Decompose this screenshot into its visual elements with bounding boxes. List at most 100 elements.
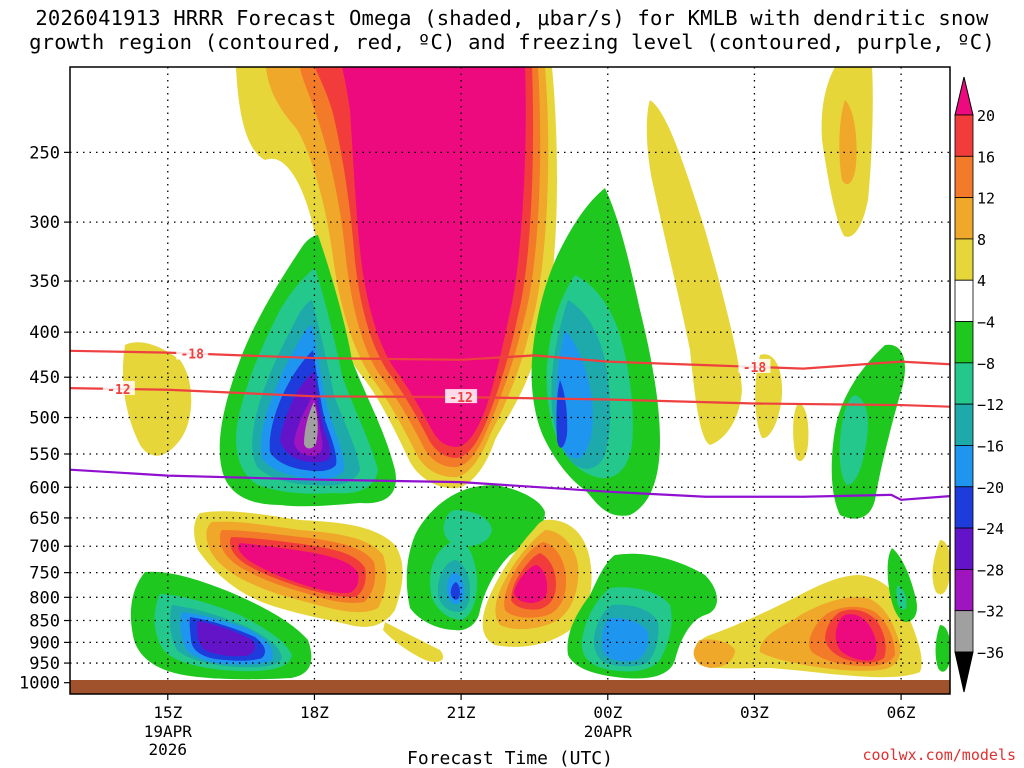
contour-label-dendritic-top: -18 — [743, 361, 767, 376]
y-tick-label: 900 — [29, 633, 60, 653]
x-tick-label: 18Z — [300, 703, 329, 722]
colorbar-bin — [954, 321, 974, 364]
plot-frame — [69, 66, 951, 695]
colorbar-bin — [954, 197, 974, 240]
omega-positive-small-1 — [755, 354, 783, 439]
contour-label-bg — [445, 389, 478, 404]
y-tick-label: 650 — [29, 509, 60, 529]
y-tick-label: 1000 — [19, 674, 60, 694]
omega-positive-low-tail — [383, 622, 444, 662]
omega-negative-far-right-1 — [887, 548, 917, 622]
colorbar-label: −28 — [977, 561, 1004, 579]
contour-freezing-level — [70, 468, 950, 501]
colorbar-label: 4 — [977, 272, 986, 290]
contour-label-dendritic-top: -18 — [180, 348, 204, 363]
x-tick-label: 03Z — [740, 703, 769, 722]
contour-label-bg — [176, 345, 209, 360]
omega-shading — [122, 67, 950, 680]
omega-negative-far-right-1b — [896, 585, 907, 610]
contour-label-bg — [738, 358, 771, 373]
colorbar-bin — [954, 362, 974, 405]
omega-positive-low-20 — [238, 543, 359, 594]
omega-negative-lowmid-20 — [450, 582, 460, 600]
y-tick-label: 550 — [29, 445, 60, 465]
y-tick-label: 400 — [29, 323, 60, 343]
omega-positive-lowright-20 — [835, 614, 877, 661]
colorbar: 20 16 12 8 4 −4 −8 −12 −16 −20 −24 −28 −32 −36 — [954, 76, 1004, 693]
colorbar-label: −24 — [977, 520, 1004, 538]
colorbar-bin — [954, 279, 974, 322]
omega-negative-left-32 — [304, 402, 318, 449]
omega-negative-mid-20 — [556, 380, 568, 448]
colorbar-label: 12 — [977, 190, 995, 208]
contour-dendritic-bottom — [70, 387, 950, 408]
omega-positive-left — [122, 342, 192, 456]
x-tick-year: 2026 — [149, 740, 188, 759]
colorbar-bin — [954, 527, 974, 570]
colorbar-bin — [954, 486, 974, 529]
colorbar-bin — [954, 114, 974, 157]
x-tick-label: 00Z — [593, 703, 622, 722]
omega-positive-upper-right — [646, 100, 742, 445]
omega-negative-lowright-16 — [601, 617, 649, 662]
colorbar-bin — [954, 610, 974, 653]
x-axis-label: Forecast Time (UTC) — [407, 748, 613, 768]
x-tick-label: 15Z — [153, 703, 182, 722]
y-tick-label: 300 — [29, 213, 60, 233]
y-tick-label: 950 — [29, 654, 60, 674]
y-tick-label: 500 — [29, 409, 60, 429]
omega-positive-upper-right-2b — [839, 100, 857, 185]
title-line-1: 2026041913 HRRR Forecast Omega (shaded, … — [35, 6, 989, 30]
omega-positive-far-right — [932, 540, 950, 595]
x-tick-date: 19APR — [144, 722, 193, 741]
contour-label-dendritic-bottom: -12 — [107, 383, 130, 398]
x-tick-date: 20APR — [584, 722, 633, 741]
colorbar-top-arrow — [954, 76, 974, 116]
y-tick-label: 250 — [29, 143, 60, 163]
colorbar-label: −20 — [977, 479, 1004, 497]
contour-label-dendritic-bottom: -12 — [449, 391, 472, 406]
colorbar-label: 20 — [977, 107, 995, 125]
x-tick-label: 06Z — [887, 703, 916, 722]
contour-label-bg — [102, 380, 135, 395]
omega-positive-small-2 — [793, 404, 809, 462]
chart-title: 2026041913 HRRR Forecast Omega (shaded, … — [0, 6, 1024, 54]
colorbar-bin — [954, 568, 974, 612]
y-tick-label: 750 — [29, 564, 60, 584]
y-tick-label: 350 — [29, 272, 60, 292]
gridlines — [70, 67, 950, 680]
colorbar-bin — [954, 155, 974, 199]
y-tick-label: 600 — [29, 478, 60, 498]
omega-negative-far-right-2 — [935, 625, 950, 672]
colorbar-label: −36 — [977, 644, 1004, 662]
colorbar-bin — [954, 445, 974, 488]
omega-negative-lowmid-upper — [443, 510, 492, 547]
y-tick-label: 850 — [29, 612, 60, 632]
contour-labels: -18 -18 -12 -12 — [102, 345, 771, 406]
contour-lines — [70, 349, 950, 501]
colorbar-label: 8 — [977, 231, 986, 249]
omega-positive-lowright-left — [693, 639, 735, 668]
y-tick-label: 450 — [29, 368, 60, 388]
omega-positive-top-20 — [342, 67, 526, 447]
colorbar-bottom-arrow — [954, 651, 974, 693]
surface-ground — [70, 680, 950, 694]
y-tick-label: 800 — [29, 588, 60, 608]
colorbar-label: −12 — [977, 396, 1004, 414]
y-axis: 2503003504004505005506006507007508008509… — [19, 143, 70, 694]
contour-dendritic-top — [70, 349, 950, 370]
omega-negative-right-8 — [839, 395, 868, 485]
colorbar-label: 16 — [977, 148, 995, 166]
watermark: coolwx.com/models — [862, 746, 1016, 764]
y-tick-label: 700 — [29, 537, 60, 557]
colorbar-label: −4 — [977, 314, 995, 332]
colorbar-label: −32 — [977, 603, 1004, 621]
x-tick-label: 21Z — [447, 703, 476, 722]
omega-negative-low-24 — [197, 621, 256, 657]
colorbar-label: −8 — [977, 355, 995, 373]
omega-positive-lowmid-20 — [514, 565, 548, 603]
colorbar-bin — [954, 238, 974, 281]
colorbar-label: −16 — [977, 437, 1004, 455]
